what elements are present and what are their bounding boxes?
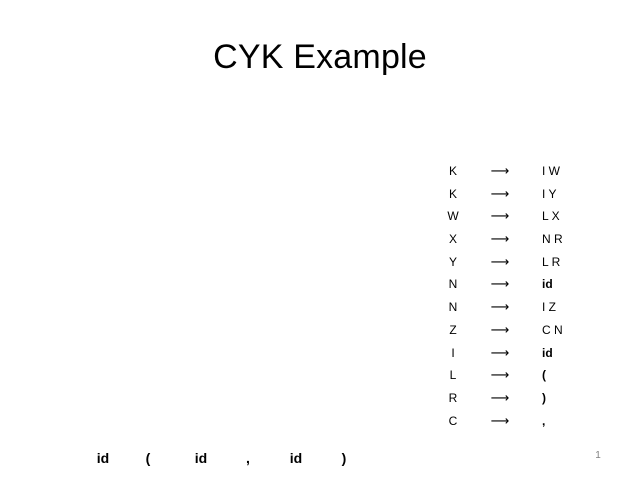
grammar-rule: R ⟶ ) [436, 387, 586, 410]
rule-lhs: I [451, 345, 455, 360]
rule-lhs: N [448, 300, 458, 315]
arrow-icon: ⟶ [490, 163, 510, 178]
rule-rhs: , [542, 413, 546, 428]
rule-rhs: C N [542, 322, 563, 337]
arrow-icon: ⟶ [490, 231, 510, 247]
rule-lhs: Y [448, 254, 457, 269]
rule-lhs: L [449, 368, 457, 383]
arrow-icon: ⟶ [490, 185, 510, 201]
arrow-icon: ⟶ [490, 389, 510, 405]
grammar-rule: Z ⟶ C N [436, 319, 586, 342]
grammar-rule: C ⟶ , [436, 410, 586, 433]
input-token: id [289, 450, 303, 466]
slide-title: CYK Example [213, 38, 427, 76]
arrow-icon: ⟶ [490, 412, 510, 428]
grammar-rule: Y ⟶ L R [436, 251, 586, 274]
rule-rhs: N R [542, 232, 563, 247]
page-number: 1 [595, 450, 601, 461]
grammar-rule: K ⟶ I Y [436, 183, 586, 206]
rule-rhs: I W [542, 164, 560, 178]
rule-rhs: id [542, 345, 553, 360]
rule-lhs: X [448, 232, 457, 247]
input-token: ( [145, 450, 151, 466]
arrow-icon: ⟶ [490, 208, 510, 224]
input-token-row: id ( id , id ) [0, 448, 600, 468]
input-token: id [194, 450, 208, 466]
rule-rhs: ( [542, 368, 546, 383]
rule-rhs: L X [542, 209, 560, 224]
arrow-icon: ⟶ [490, 253, 510, 269]
rule-lhs: K [448, 164, 457, 178]
arrow-icon: ⟶ [490, 344, 510, 360]
rule-rhs: I Z [542, 300, 556, 315]
grammar-rule: W ⟶ L X [436, 205, 586, 228]
grammar-rule: N ⟶ id [436, 273, 586, 296]
grammar-rule: X ⟶ N R [436, 228, 586, 251]
rule-lhs: C [448, 413, 458, 428]
grammar-rule: N ⟶ I Z [436, 296, 586, 319]
grammar-rule: K ⟶ I W [436, 160, 586, 183]
input-token: , [246, 450, 250, 466]
rule-rhs: id [542, 277, 553, 292]
grammar-rule: I ⟶ id [436, 342, 586, 365]
input-token: id [96, 450, 110, 466]
grammar-rule: L ⟶ ( [436, 364, 586, 387]
arrow-icon: ⟶ [490, 321, 510, 337]
input-token: ) [341, 450, 347, 466]
rule-lhs: W [447, 209, 459, 224]
rule-lhs: R [448, 390, 458, 405]
rule-rhs: ) [542, 390, 546, 405]
grammar-rules: K ⟶ I W K ⟶ I Y W ⟶ L X X ⟶ N R Y ⟶ L R … [436, 160, 586, 432]
rule-rhs: L R [542, 254, 561, 269]
rule-lhs: N [448, 277, 458, 292]
arrow-icon: ⟶ [490, 276, 510, 292]
rule-lhs: Z [449, 322, 457, 337]
rule-lhs: K [448, 186, 457, 201]
rule-rhs: I Y [542, 186, 557, 201]
arrow-icon: ⟶ [490, 299, 510, 315]
arrow-icon: ⟶ [490, 367, 510, 383]
